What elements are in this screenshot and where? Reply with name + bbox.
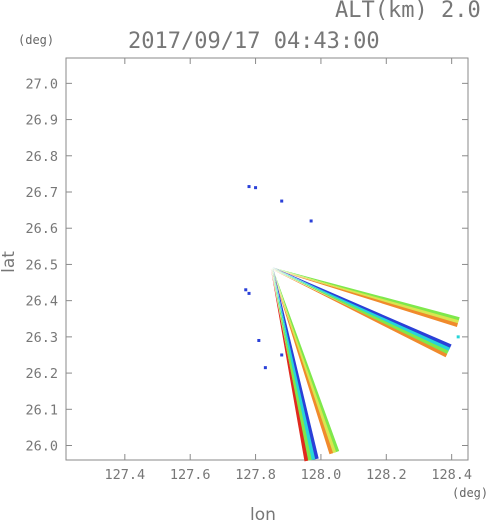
beam-east-upper bbox=[271, 267, 460, 327]
beam-band-orange bbox=[271, 268, 334, 455]
echo-spots bbox=[244, 185, 460, 370]
beam-band-yellow bbox=[271, 268, 337, 454]
echo-spot bbox=[247, 291, 251, 295]
x-tick-label: 127.4 bbox=[105, 467, 146, 483]
y-tick-label: 26.3 bbox=[25, 330, 58, 346]
y-tick-label: 26.0 bbox=[25, 439, 58, 455]
echo-spot bbox=[309, 219, 313, 223]
y-tick-label: 26.7 bbox=[25, 185, 58, 201]
x-tick-label: 127.6 bbox=[170, 467, 211, 483]
x-tick-label: 128.0 bbox=[301, 467, 342, 483]
x-tick-label: 128.2 bbox=[366, 467, 407, 483]
beam-band-green bbox=[271, 268, 312, 461]
beam-band-cyan bbox=[272, 268, 316, 461]
beam-band-orange bbox=[271, 269, 448, 358]
altitude-label: ALT(km) 2.0 bbox=[335, 0, 481, 23]
echo-spot bbox=[263, 366, 267, 370]
y-tick-label: 26.9 bbox=[25, 113, 58, 129]
y-tick-label: 26.1 bbox=[25, 402, 58, 418]
y-unit-label: (deg) bbox=[18, 33, 54, 47]
chart-title: 2017/09/17 04:43:00 bbox=[128, 29, 380, 54]
beam-south-east bbox=[271, 267, 340, 455]
beam-band-red bbox=[270, 268, 309, 462]
beam-band-green bbox=[271, 268, 449, 355]
y-tick-label: 26.4 bbox=[25, 294, 58, 310]
echo-spot bbox=[280, 199, 284, 203]
echo-spot bbox=[247, 185, 251, 189]
y-tick-label: 27.0 bbox=[25, 76, 58, 92]
beam-band-blue bbox=[273, 267, 319, 460]
echo-spot bbox=[456, 335, 460, 339]
echo-spot bbox=[280, 353, 284, 357]
x-unit-label: (deg) bbox=[452, 486, 488, 500]
beam-south bbox=[270, 267, 319, 462]
axis-ticks: 127.4 127.6 127.8 128.0 128.2 128.4 26.0 26.1 26… bbox=[25, 58, 472, 483]
beam-band-orange bbox=[271, 268, 458, 327]
plot-frame bbox=[65, 57, 469, 461]
y-tick-label: 26.5 bbox=[25, 257, 58, 273]
y-axis-label: lat bbox=[0, 251, 19, 273]
y-tick-label: 26.2 bbox=[25, 366, 58, 382]
beam-band-green bbox=[272, 267, 340, 453]
x-axis-label: lon bbox=[250, 505, 276, 521]
echo-spot bbox=[254, 186, 258, 190]
radar-beams bbox=[270, 267, 460, 462]
y-tick-label: 26.8 bbox=[25, 149, 58, 165]
y-tick-label: 26.6 bbox=[25, 221, 58, 237]
echo-spot bbox=[257, 338, 261, 342]
x-tick-label: 128.4 bbox=[431, 467, 472, 483]
x-tick-label: 127.8 bbox=[235, 467, 276, 483]
echo-spot bbox=[244, 288, 248, 292]
beam-east-lower bbox=[271, 267, 452, 358]
